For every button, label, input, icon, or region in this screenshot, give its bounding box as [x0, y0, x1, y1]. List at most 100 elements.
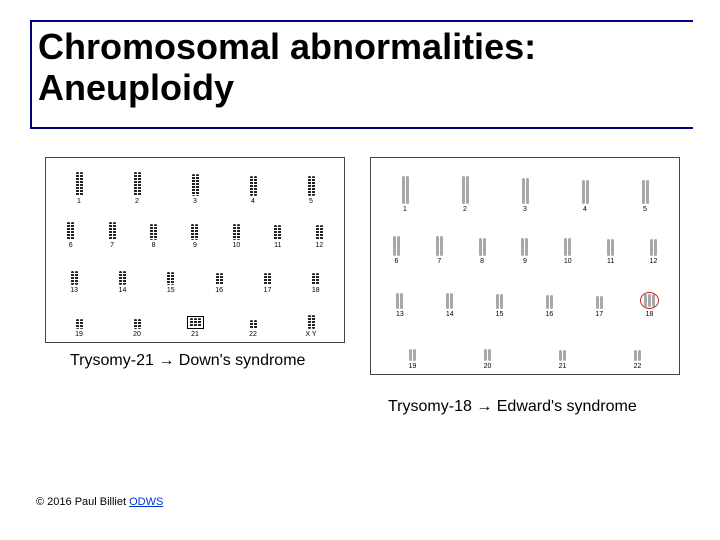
chromosome-icon — [496, 294, 499, 309]
chromosome-icon — [167, 272, 170, 285]
chromosome-number-label: 9 — [193, 242, 197, 249]
chromosome-cell-13: 13 — [65, 271, 83, 294]
chromosome-number-label: 1 — [77, 198, 81, 205]
chromosome-icon — [268, 273, 271, 285]
caption-trisomy-21: Trysomy-21 → Down's syndrome — [70, 352, 305, 370]
chromosome-icon — [254, 320, 257, 329]
chromosome-icon — [80, 319, 83, 329]
chromosome-number-label: 10 — [564, 258, 572, 265]
chromosome-icon — [119, 271, 122, 285]
chromosome-pair — [316, 225, 323, 240]
chromosome-icon — [396, 293, 399, 309]
chromosome-cell-12: 12 — [310, 225, 328, 249]
chromosome-icon — [312, 176, 315, 196]
chromosome-icon — [67, 222, 70, 240]
chromosome-pair — [308, 176, 315, 196]
chromosome-number-label: 12 — [650, 258, 658, 265]
odws-link[interactable]: ODWS — [129, 496, 163, 508]
chromosome-pair — [496, 294, 503, 309]
chromosome-icon — [484, 349, 487, 361]
chromosome-icon — [171, 272, 174, 285]
chromosome-cell-17: 17 — [590, 296, 608, 318]
chromosome-icon — [563, 350, 566, 361]
chromosome-icon — [479, 238, 482, 256]
chromosome-pair — [308, 315, 315, 329]
chromosome-icon — [138, 172, 141, 196]
karyotype-row: 6789101112 — [50, 207, 340, 250]
chromosome-pair — [216, 273, 223, 285]
chromosome-pair — [312, 273, 319, 285]
chromosome-icon — [76, 172, 79, 196]
chromosome-pair — [522, 178, 529, 204]
chromosome-cell-2: 2 — [456, 176, 474, 213]
arrow-icon: → — [158, 352, 174, 369]
chromosome-cell-13: 13 — [391, 293, 409, 318]
chromosome-pair — [71, 271, 78, 285]
chromosome-number-label: 13 — [70, 287, 78, 294]
chromosome-icon — [278, 225, 281, 240]
chromosome-icon — [312, 315, 315, 329]
chromosome-pair — [191, 224, 198, 240]
caption-right-prefix: Trysomy-18 — [388, 398, 476, 415]
chromosome-number-label: 22 — [249, 331, 257, 338]
chromosome-icon — [76, 319, 79, 329]
chromosome-number-label: 10 — [232, 242, 240, 249]
chromosome-icon — [440, 236, 443, 256]
chromosome-icon — [71, 222, 74, 240]
chromosome-icon — [250, 320, 253, 329]
chromosome-icon — [638, 350, 641, 361]
chromosome-icon — [393, 236, 396, 256]
chromosome-icon — [308, 176, 311, 196]
chromosome-pair — [446, 293, 453, 309]
chromosome-icon — [634, 350, 637, 361]
karyotype-row: 19202122X Y — [50, 296, 340, 339]
karyotype-row: 131415161718 — [375, 267, 675, 318]
chromosome-icon — [113, 222, 116, 240]
chromosome-pair — [634, 350, 641, 361]
chromosome-cell-22: 22 — [629, 350, 647, 370]
chromosome-cell-14: 14 — [441, 293, 459, 318]
chromosome-icon — [264, 273, 267, 285]
chromosome-pair — [274, 225, 281, 240]
chromosome-pair — [582, 180, 589, 204]
chromosome-pair — [250, 320, 257, 329]
chromosome-pair — [76, 172, 83, 196]
chromosome-number-label: 21 — [559, 363, 567, 370]
chromosome-number-label: 11 — [607, 258, 614, 265]
chromosome-icon — [413, 349, 416, 361]
chromosome-pair — [119, 271, 126, 285]
chromosome-icon — [154, 224, 157, 240]
chromosome-icon — [488, 349, 491, 361]
chromosome-number-label: 7 — [110, 242, 114, 249]
chromosome-icon — [446, 293, 449, 309]
chromosome-cell-15: 15 — [162, 272, 180, 294]
chromosome-pair — [76, 319, 83, 329]
chromosome-cell-2: 2 — [128, 172, 146, 205]
chromosome-icon — [522, 178, 525, 204]
chromosome-pair — [650, 239, 657, 256]
title-frame: Chromosomal abnormalities: Aneuploidy — [30, 20, 698, 129]
chromosome-number-label: 5 — [309, 198, 313, 205]
chromosome-icon — [646, 180, 649, 204]
chromosome-pair — [134, 172, 141, 196]
chromosome-number-label: 3 — [523, 206, 527, 213]
chromosome-pair — [134, 319, 141, 329]
chromosome-number-label: 22 — [634, 363, 642, 370]
chromosome-pair — [250, 176, 257, 196]
chromosome-number-label: 18 — [646, 311, 654, 318]
chromosome-cell-1: 1 — [70, 172, 88, 205]
chromosome-number-label: 11 — [274, 242, 281, 249]
chromosome-icon — [254, 176, 257, 196]
chromosome-pair — [167, 272, 174, 285]
chromosome-pair — [396, 293, 403, 309]
chromosome-icon — [500, 294, 503, 309]
chromosome-number-label: 17 — [264, 287, 272, 294]
chromosome-number-label: 4 — [251, 198, 255, 205]
chromosome-cell-10: 10 — [227, 224, 245, 249]
chromosome-icon — [312, 273, 315, 285]
chromosome-icon — [75, 271, 78, 285]
chromosome-cell-9: 9 — [516, 238, 534, 265]
slide-title: Chromosomal abnormalities: Aneuploidy — [38, 26, 698, 109]
chromosome-pair — [644, 294, 655, 307]
chromosome-number-label: 16 — [545, 311, 553, 318]
